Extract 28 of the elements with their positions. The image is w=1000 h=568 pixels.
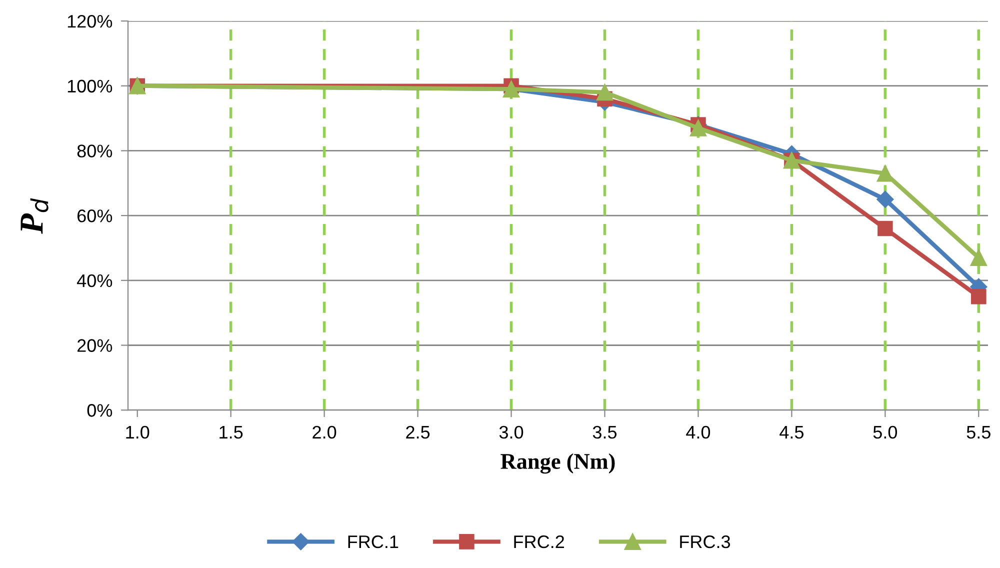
x-tick-label: 2.0 — [312, 426, 336, 439]
x-tick-label: 1.5 — [220, 426, 243, 439]
point — [596, 84, 614, 101]
legend-label: FRC.2 — [514, 535, 564, 548]
y-tick-label: 100% — [68, 80, 112, 93]
x-tick-label: 3.0 — [499, 426, 524, 439]
legend-label: FRC.3 — [680, 535, 730, 548]
y-tick-label: 120% — [68, 14, 112, 28]
y-tick-label: 80% — [77, 144, 112, 158]
point — [971, 288, 986, 304]
x-tick-label: 1.0 — [126, 426, 150, 439]
y-axis-title: P$_{d}$ — [20, 198, 48, 234]
point — [690, 120, 707, 136]
point — [970, 249, 987, 266]
y-tick-label: 60% — [78, 209, 112, 222]
y-tick-label: 40% — [77, 274, 112, 288]
x-tick-label: 4.5 — [780, 426, 804, 439]
x-axis-title: Range (Nm) — [500, 453, 615, 474]
x-tick-label: 5.5 — [966, 426, 990, 439]
y-tick-label: 0% — [87, 404, 112, 417]
y-tick-label: 20% — [77, 339, 112, 352]
point — [878, 220, 893, 236]
legend-label: FRC.1 — [348, 535, 398, 548]
x-tick-label: 5.0 — [873, 426, 898, 439]
x-tick-label: 3.5 — [592, 426, 617, 439]
x-tick-label: 2.5 — [406, 426, 430, 439]
point — [876, 190, 894, 208]
x-tick-label: 4.0 — [686, 426, 710, 439]
